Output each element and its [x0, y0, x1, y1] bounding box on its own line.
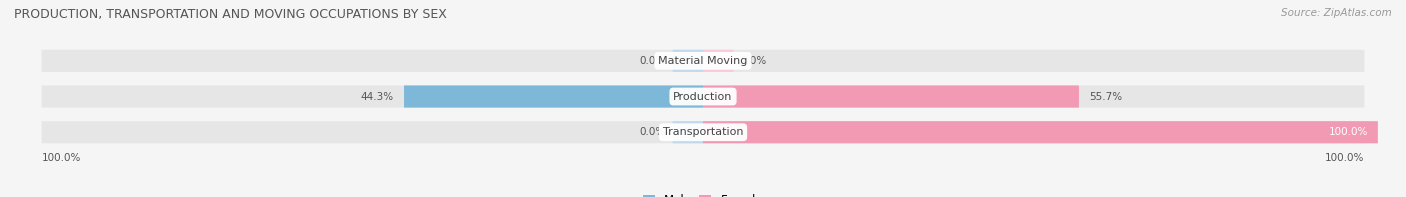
Text: 0.0%: 0.0% [740, 56, 766, 66]
FancyBboxPatch shape [42, 121, 1364, 143]
Text: PRODUCTION, TRANSPORTATION AND MOVING OCCUPATIONS BY SEX: PRODUCTION, TRANSPORTATION AND MOVING OC… [14, 8, 447, 21]
FancyBboxPatch shape [404, 85, 703, 108]
FancyBboxPatch shape [672, 121, 703, 143]
FancyBboxPatch shape [672, 50, 703, 72]
Text: Production: Production [673, 92, 733, 101]
Text: 55.7%: 55.7% [1090, 92, 1122, 101]
FancyBboxPatch shape [42, 85, 1364, 108]
FancyBboxPatch shape [703, 85, 1078, 108]
Text: Transportation: Transportation [662, 127, 744, 137]
Text: 100.0%: 100.0% [1324, 153, 1364, 163]
FancyBboxPatch shape [703, 121, 1378, 143]
FancyBboxPatch shape [42, 50, 1364, 72]
Text: Source: ZipAtlas.com: Source: ZipAtlas.com [1281, 8, 1392, 18]
Text: 0.0%: 0.0% [640, 127, 666, 137]
Text: Material Moving: Material Moving [658, 56, 748, 66]
Text: 100.0%: 100.0% [42, 153, 82, 163]
FancyBboxPatch shape [703, 50, 734, 72]
Text: 44.3%: 44.3% [361, 92, 394, 101]
Text: 0.0%: 0.0% [640, 56, 666, 66]
Text: 100.0%: 100.0% [1329, 127, 1368, 137]
Legend: Male, Female: Male, Female [643, 194, 763, 197]
